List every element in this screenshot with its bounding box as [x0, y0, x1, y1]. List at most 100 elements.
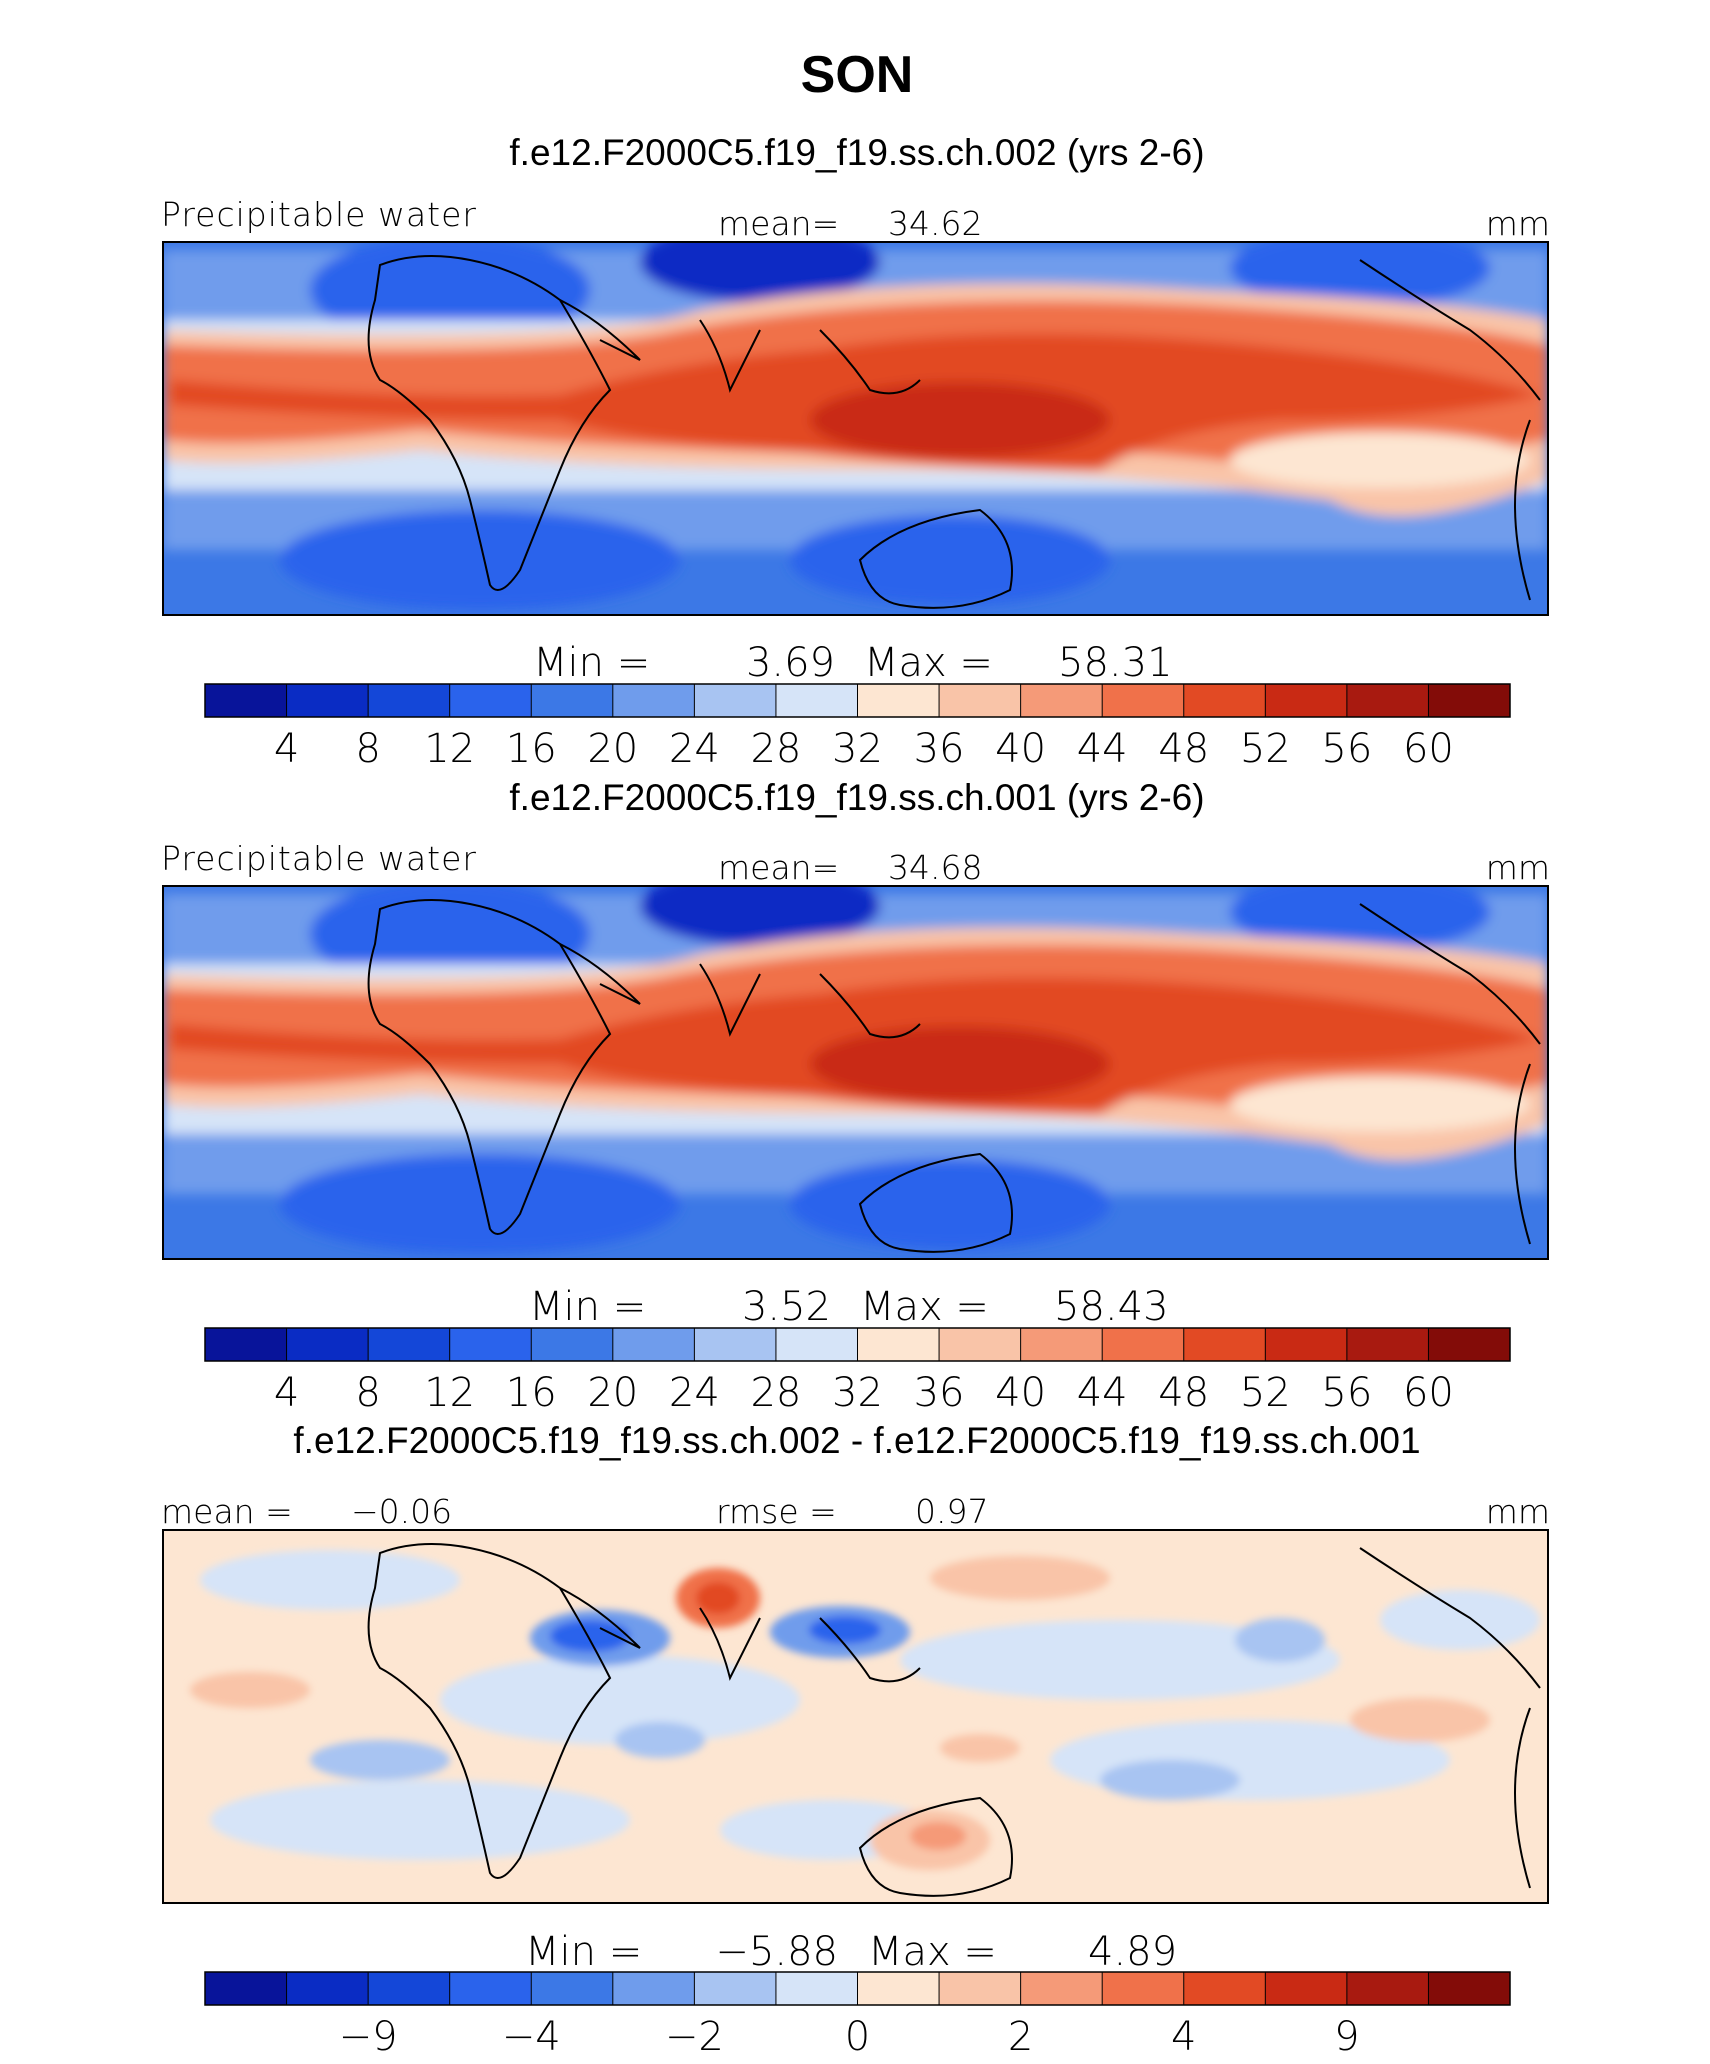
colorbar-swatch — [694, 1972, 777, 2005]
map-field — [810, 1026, 1110, 1102]
colorbar-swatch — [775, 1328, 858, 1361]
colorbar-tick-label: 40 — [995, 1370, 1046, 1416]
colorbar-swatch — [694, 684, 777, 717]
colorbar-swatch — [205, 684, 288, 717]
colorbar-tick-label: −4 — [502, 2014, 561, 2060]
map-field — [910, 1822, 966, 1850]
colorbar-swatch — [939, 1328, 1022, 1361]
panel-1-frame — [162, 241, 1549, 616]
map-field — [1100, 1760, 1240, 1800]
colorbar-tick-label: 52 — [1240, 726, 1291, 772]
colorbar-swatch — [1346, 1972, 1429, 2005]
panel-2-coastlines — [367, 899, 1541, 1253]
map-field — [615, 1722, 705, 1758]
colorbar-tick-label: 4 — [1171, 2014, 1196, 2060]
colorbar-swatch — [612, 1328, 695, 1361]
colorbar-tick-label: 48 — [1158, 726, 1209, 772]
colorbar-tick-label: 32 — [832, 726, 883, 772]
map-field — [930, 1556, 1110, 1600]
colorbar-tick-label: −2 — [665, 2014, 724, 2060]
colorbar-swatch — [775, 1972, 858, 2005]
colorbar-tick-label: 36 — [914, 1370, 965, 1416]
panel-3-max-label: Max = — [868, 1929, 997, 1975]
map-field — [1380, 1590, 1540, 1650]
colorbar-tick-label: 24 — [669, 1370, 720, 1416]
panel-3-colorbar-ticks: −9 −4 −2 0 2 4 9 — [339, 2014, 1360, 2060]
map-field — [810, 382, 1110, 458]
map-field — [1230, 242, 1490, 308]
panel-1-mean-label: mean= — [718, 204, 839, 243]
colorbar-tick-label: 56 — [1321, 1370, 1372, 1416]
colorbar-swatch — [286, 1972, 369, 2005]
colorbar-swatch — [1020, 1972, 1103, 2005]
colorbar-tick-label: −9 — [339, 2014, 398, 2060]
colorbar-swatch — [1265, 684, 1348, 717]
colorbar-tick-label: 8 — [355, 1370, 380, 1416]
colorbar-tick-label: 44 — [1077, 1370, 1128, 1416]
colorbar-swatch — [1428, 1328, 1511, 1361]
colorbar-swatch — [531, 684, 614, 717]
colorbar-swatch — [939, 1972, 1022, 2005]
colorbar-tick-label: 9 — [1334, 2014, 1359, 2060]
panel-3-colorbar — [204, 1971, 1511, 2006]
colorbar-swatch — [1020, 1328, 1103, 1361]
colorbar-tick-label: 32 — [832, 1370, 883, 1416]
map-field — [210, 1780, 630, 1860]
map-field — [440, 1655, 800, 1745]
colorbar-tick-label: 28 — [750, 726, 801, 772]
colorbar-tick-label: 40 — [995, 726, 1046, 772]
colorbar-swatch — [368, 1972, 451, 2005]
panel-2-units: mm — [1486, 848, 1550, 887]
panel-2-min-label: Min = — [529, 1284, 646, 1330]
panel-3-mean-value: −0.06 — [351, 1492, 452, 1531]
panel-2-variable: Precipitable water — [161, 839, 477, 878]
map-field — [190, 1672, 310, 1708]
panel-2-min-value: 3.52 — [742, 1284, 831, 1330]
colorbar-tick-label: 52 — [1240, 1370, 1291, 1416]
panel-1-max-value: 58.31 — [1058, 640, 1173, 686]
colorbar-swatch — [775, 684, 858, 717]
panel-1-max-label: Max = — [864, 640, 993, 686]
colorbar-tick-label: 8 — [355, 726, 380, 772]
colorbar-tick-label: 20 — [587, 1370, 638, 1416]
panel-1-min-value: 3.69 — [746, 640, 835, 686]
panel-1-min-label: Min = — [533, 640, 650, 686]
map-field — [790, 515, 1110, 605]
colorbar-tick-label: 56 — [1321, 726, 1372, 772]
colorbar-swatch — [1346, 1328, 1429, 1361]
colorbar-swatch — [1183, 684, 1266, 717]
colorbar-swatch — [939, 684, 1022, 717]
panel-2-mean-value: 34.68 — [888, 848, 982, 887]
colorbar-swatch — [1265, 1328, 1348, 1361]
panel-3-rmse-value: 0.97 — [915, 1492, 988, 1531]
map-field — [1230, 1076, 1530, 1132]
panel-1-units: mm — [1486, 204, 1550, 243]
map-field — [200, 1550, 460, 1610]
panel-1-coastlines — [367, 255, 1541, 609]
panel-1-map — [163, 242, 1548, 615]
colorbar-tick-label: 16 — [506, 1370, 557, 1416]
map-field — [280, 1154, 680, 1254]
panel-3-map — [163, 1530, 1548, 1903]
colorbar-swatch — [1183, 1328, 1266, 1361]
colorbar-swatch — [368, 684, 451, 717]
colorbar-swatch — [1346, 684, 1429, 717]
panel-2-map — [163, 886, 1548, 1259]
map-field — [550, 1620, 630, 1652]
panel-3-mean-label: mean = — [161, 1492, 293, 1531]
panel-3-rmse-label: rmse = — [716, 1492, 837, 1531]
panel-2-colorbar-ticks: 4 8 12 16 20 24 28 32 36 40 44 48 52 56 60 — [274, 1370, 1454, 1416]
panel-3-min-value: −5.88 — [715, 1929, 838, 1975]
panel-1-colorbar — [204, 683, 1511, 718]
panel-3-frame — [162, 1529, 1549, 1904]
panel-2-mean-label: mean= — [718, 848, 839, 887]
panel-3: f.e12.F2000C5.f19_f19.ss.ch.002 - f.e12.… — [161, 1420, 1550, 2060]
colorbar-swatch — [531, 1328, 614, 1361]
panel-2: f.e12.F2000C5.f19_f19.ss.ch.001 (yrs 2-6… — [161, 777, 1550, 1416]
colorbar-tick-label: 16 — [506, 726, 557, 772]
map-field — [1350, 1698, 1490, 1742]
colorbar-tick-label: 12 — [424, 1370, 475, 1416]
colorbar-swatch — [1265, 1972, 1348, 2005]
colorbar-swatch — [857, 684, 940, 717]
